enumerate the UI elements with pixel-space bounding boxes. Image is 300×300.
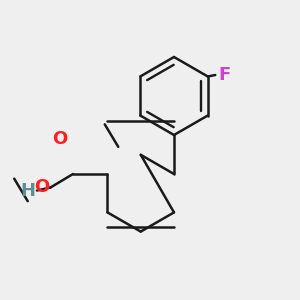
Text: H: H [20,182,35,200]
Text: F: F [218,66,230,84]
Text: O: O [52,130,67,148]
Text: O: O [34,178,49,196]
